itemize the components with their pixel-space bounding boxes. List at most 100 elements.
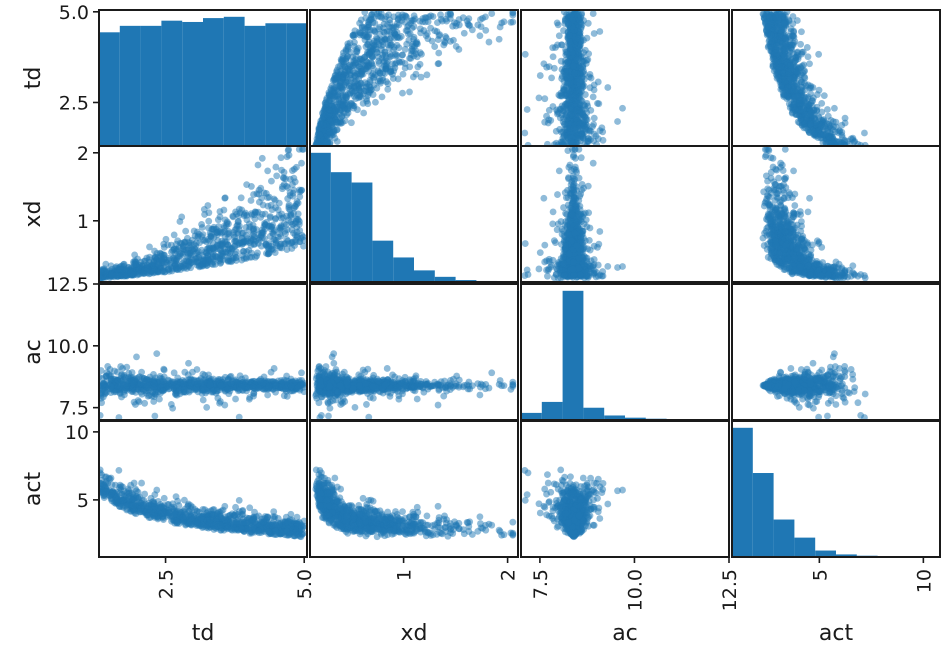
scatter-point xyxy=(570,124,578,132)
scatter-point xyxy=(366,50,373,58)
scatter-point xyxy=(282,175,289,183)
scatter-point xyxy=(435,60,443,67)
scatter-point xyxy=(384,85,392,93)
scatter-point xyxy=(201,211,208,218)
scatter-point xyxy=(214,216,222,224)
scatter-point xyxy=(265,242,273,250)
scatter-point xyxy=(257,184,265,192)
scatter-point xyxy=(772,49,780,57)
scatter-point xyxy=(272,239,280,247)
scatter-point xyxy=(268,177,275,185)
scatter-point xyxy=(381,69,389,77)
scatter-point xyxy=(291,219,299,227)
scatter-point xyxy=(369,19,377,26)
scatter-point xyxy=(590,114,598,122)
scatter-point xyxy=(353,48,361,56)
scatter-point xyxy=(238,229,246,237)
scatter-point xyxy=(569,265,577,273)
scatter-point xyxy=(223,222,230,229)
scatter-point xyxy=(579,239,587,246)
scatter-point xyxy=(761,153,769,161)
scatter-point xyxy=(541,241,549,249)
scatter-point xyxy=(243,235,251,243)
scatter-point xyxy=(596,228,604,235)
scatter-point xyxy=(272,163,280,171)
scatter-point xyxy=(824,112,832,120)
scatter-point xyxy=(476,32,484,40)
scatter-point xyxy=(403,40,411,48)
scatter-point xyxy=(278,166,285,174)
scatter-point xyxy=(809,84,817,91)
scatter-point xyxy=(800,124,808,132)
scatter-point xyxy=(227,248,235,256)
scatter-point xyxy=(199,257,207,265)
scatter-point xyxy=(251,208,259,216)
scatter-point xyxy=(460,29,468,37)
scatter-point xyxy=(557,218,565,225)
scatter-point xyxy=(361,10,369,16)
scatter-point xyxy=(569,153,577,161)
scatter-point xyxy=(174,266,182,273)
scatter-point xyxy=(841,141,849,146)
scatter-point xyxy=(604,263,612,270)
scatter-point xyxy=(399,89,406,97)
scatter-point xyxy=(541,258,549,266)
scatter-point xyxy=(285,201,293,209)
scatter-point xyxy=(619,104,626,112)
scatter-point xyxy=(362,65,369,73)
scatter-point xyxy=(549,103,557,110)
scatter-point xyxy=(477,16,484,23)
scatter-point xyxy=(170,231,178,239)
scatter-point xyxy=(766,14,774,22)
scatter-point xyxy=(236,222,243,230)
scatter-point xyxy=(352,56,360,64)
scatter-point xyxy=(401,18,408,26)
scatter-point xyxy=(509,10,517,17)
scatter-point xyxy=(774,16,782,24)
scatter-point xyxy=(277,154,285,162)
scatter-point xyxy=(568,49,576,57)
scatter-point xyxy=(112,272,120,280)
scatter-point xyxy=(290,174,298,182)
scatter-point xyxy=(251,240,259,248)
scatter-point xyxy=(238,206,246,214)
scatter-point xyxy=(200,205,208,213)
scatter-point xyxy=(570,62,577,70)
scatter-point xyxy=(434,19,441,27)
scatter-point xyxy=(464,20,472,28)
scatter-point xyxy=(567,181,575,189)
scatter-point xyxy=(764,23,772,30)
scatter-point xyxy=(446,10,454,18)
scatter-point xyxy=(614,118,621,125)
scatter-point xyxy=(574,35,582,42)
scatter-point xyxy=(560,204,567,211)
scatter-point xyxy=(577,233,585,241)
scatter-points-layer xyxy=(99,10,869,541)
scatter-point xyxy=(431,43,439,51)
scatter-point xyxy=(560,272,568,280)
scatter-point xyxy=(590,30,598,37)
scatter-point xyxy=(226,257,234,265)
scatter-point xyxy=(389,75,397,82)
scatter-point xyxy=(589,262,597,270)
scatter-point xyxy=(854,140,862,146)
scatter-point xyxy=(560,103,568,111)
scatter-point xyxy=(566,38,574,46)
scatter-point xyxy=(796,106,804,114)
scatter-point xyxy=(246,253,254,261)
scatter-point xyxy=(434,36,442,44)
scatter-point xyxy=(573,242,581,249)
scatter-point xyxy=(243,181,251,189)
scatter-point xyxy=(594,78,602,86)
scatter-point xyxy=(815,86,823,94)
scatter-point xyxy=(575,254,583,262)
scatter-point xyxy=(283,153,291,161)
scatter-point xyxy=(585,50,593,58)
scatter-point xyxy=(561,92,569,99)
scatter-point xyxy=(535,265,543,273)
scatter-point xyxy=(349,89,357,97)
scatter-point xyxy=(577,120,584,127)
scatter-point xyxy=(565,250,573,258)
scatter-point xyxy=(366,26,374,34)
scatter-point xyxy=(562,111,570,118)
